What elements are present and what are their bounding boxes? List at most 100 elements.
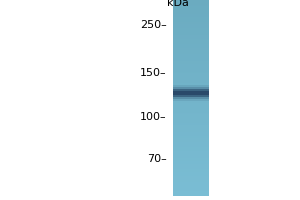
Bar bbox=[172, 68, 208, 70]
Bar bbox=[172, 14, 208, 16]
Bar bbox=[172, 81, 208, 83]
Bar bbox=[172, 120, 208, 122]
Bar bbox=[172, 17, 208, 19]
Bar bbox=[172, 40, 208, 42]
Bar bbox=[172, 150, 208, 152]
Bar bbox=[172, 134, 208, 136]
Bar bbox=[172, 184, 208, 186]
Bar bbox=[172, 20, 208, 22]
Text: 70–: 70– bbox=[147, 154, 166, 164]
Bar bbox=[172, 164, 208, 166]
Bar bbox=[172, 191, 208, 193]
Bar bbox=[172, 64, 208, 66]
Bar bbox=[172, 123, 208, 125]
Bar bbox=[172, 94, 208, 96]
Bar bbox=[172, 187, 208, 189]
Bar bbox=[172, 194, 208, 196]
Bar bbox=[172, 151, 208, 153]
Bar bbox=[172, 48, 208, 50]
Bar bbox=[172, 103, 208, 105]
Bar bbox=[172, 180, 208, 182]
Bar bbox=[172, 132, 208, 134]
Bar bbox=[172, 140, 208, 142]
Bar bbox=[172, 58, 208, 60]
Bar bbox=[172, 173, 208, 175]
Bar bbox=[172, 57, 208, 59]
Bar bbox=[172, 13, 208, 15]
Bar bbox=[172, 112, 208, 114]
Bar bbox=[172, 106, 208, 108]
Text: kDa: kDa bbox=[167, 0, 189, 8]
Bar bbox=[172, 121, 208, 123]
Bar bbox=[172, 118, 208, 120]
Bar bbox=[172, 172, 208, 174]
Bar bbox=[172, 29, 208, 31]
Bar bbox=[172, 9, 208, 11]
Bar bbox=[172, 73, 208, 75]
Bar bbox=[172, 127, 208, 129]
Bar bbox=[172, 114, 208, 116]
Bar bbox=[172, 131, 208, 133]
Bar bbox=[172, 3, 208, 5]
Bar bbox=[172, 183, 208, 185]
Bar bbox=[172, 101, 208, 103]
Bar bbox=[172, 161, 208, 163]
Bar bbox=[172, 190, 208, 192]
Bar bbox=[172, 33, 208, 35]
Bar bbox=[172, 186, 208, 188]
Bar bbox=[172, 189, 208, 191]
Bar bbox=[172, 54, 208, 56]
Bar bbox=[172, 88, 208, 90]
Bar bbox=[172, 51, 208, 53]
Bar bbox=[172, 66, 208, 68]
Text: 250–: 250– bbox=[140, 20, 167, 30]
Bar bbox=[172, 117, 208, 119]
Bar bbox=[172, 22, 208, 24]
Bar bbox=[172, 86, 208, 88]
Bar bbox=[172, 167, 208, 169]
Bar bbox=[172, 95, 208, 97]
Bar bbox=[172, 37, 208, 39]
Bar bbox=[172, 193, 208, 195]
Bar bbox=[172, 153, 208, 155]
Bar bbox=[172, 146, 208, 148]
Bar bbox=[172, 116, 208, 118]
Bar bbox=[172, 75, 208, 77]
Bar bbox=[172, 97, 208, 98]
Bar bbox=[172, 157, 208, 159]
Bar bbox=[172, 108, 208, 109]
Bar bbox=[172, 35, 208, 37]
Bar bbox=[172, 99, 208, 101]
Bar bbox=[172, 10, 208, 12]
Bar bbox=[172, 5, 208, 6]
Bar bbox=[172, 149, 208, 151]
Bar bbox=[172, 31, 208, 33]
Bar bbox=[172, 26, 208, 28]
Bar bbox=[172, 165, 208, 167]
Bar bbox=[172, 89, 208, 97]
Bar bbox=[172, 55, 208, 57]
Bar bbox=[172, 83, 208, 85]
Bar bbox=[172, 61, 208, 63]
Bar bbox=[172, 102, 208, 104]
Bar bbox=[172, 125, 208, 127]
Bar bbox=[172, 135, 208, 137]
Bar bbox=[172, 7, 208, 9]
Bar bbox=[172, 0, 208, 2]
Bar bbox=[172, 87, 208, 99]
Bar bbox=[172, 53, 208, 55]
Bar bbox=[172, 80, 208, 82]
Bar bbox=[172, 44, 208, 46]
Bar bbox=[172, 79, 208, 81]
Bar bbox=[172, 136, 208, 138]
Bar bbox=[172, 43, 208, 45]
Bar bbox=[172, 145, 208, 147]
Bar bbox=[172, 105, 208, 107]
Bar bbox=[172, 0, 208, 1]
Bar bbox=[172, 69, 208, 71]
Bar bbox=[172, 15, 208, 17]
Bar bbox=[172, 156, 208, 158]
Bar bbox=[172, 143, 208, 145]
Bar bbox=[172, 2, 208, 4]
Bar bbox=[172, 154, 208, 156]
